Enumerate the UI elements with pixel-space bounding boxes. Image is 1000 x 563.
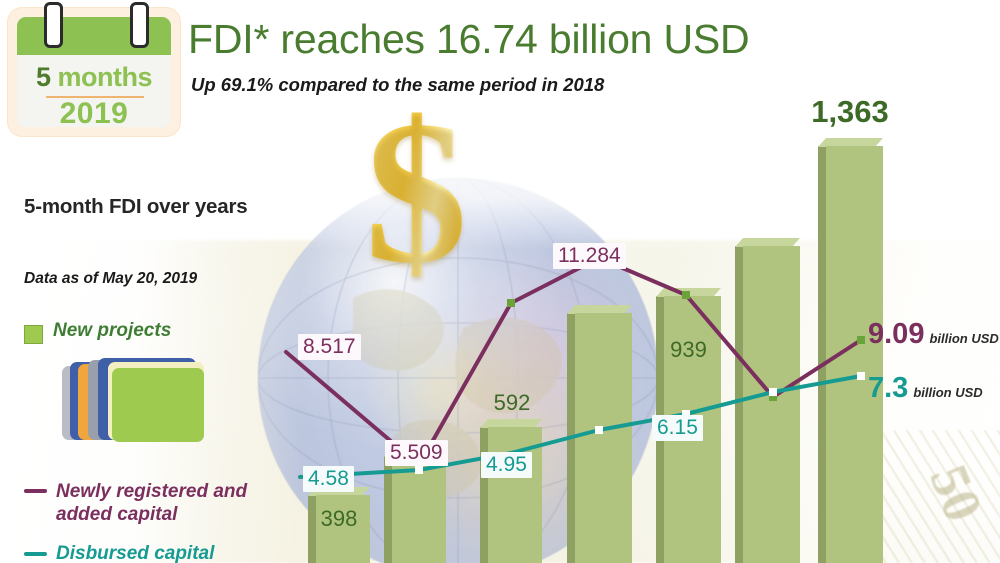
folders-icon [62,354,204,450]
dollar-glyph: $ [365,90,525,295]
legend-label-registered-capital: Newly registered and added capital [56,481,248,526]
calendar-inner [17,17,171,127]
bar-side [480,427,488,563]
bar-face [316,495,370,563]
bar-3 [480,419,542,563]
bar-label-3: 592 [493,390,531,415]
bar-top [567,305,632,314]
dollar-sign-icon: $ [365,90,525,295]
legend-label-disbursed-capital: Disbursed capital [56,543,215,563]
calendar-badge: 5 months 2019 [8,2,180,136]
bar-top [480,419,542,428]
calendar-ring-left-icon [44,2,63,48]
calendar-period-number: 5 [35,62,51,92]
page-title: FDI* reaches 16.74 billion USD [188,16,750,62]
point-label-registered-4: 11.284 [553,243,626,269]
legend-line-swatch-icon [24,552,47,556]
bar-face [575,313,632,563]
calendar-period: 5 months [8,62,180,93]
calendar-body [17,55,171,127]
calendar-divider [46,96,144,98]
end-label-disbursed-value: 7.3 [868,372,909,404]
point-label-disbursed-3: 4.95 [481,452,532,478]
registered-capital-line [284,256,863,467]
bar-label-5: 939 [670,337,707,362]
section-title: 5-month FDI over years [24,195,248,218]
disbursed-capital-markers [415,372,865,474]
point-label-registered-1: 8.517 [298,334,361,360]
bar-side [384,456,392,563]
calendar-year: 2019 [59,97,129,130]
legend-swatch-icon [24,325,43,344]
bar-top [735,238,800,247]
end-label-disbursed-unit: billion USD [913,385,983,400]
bar-side [308,495,316,563]
bar-label-1: 398 [320,506,358,531]
bar-face [743,246,800,563]
calendar-period-unit: months [57,62,153,92]
data-as-of-note: Data as of May 20, 2019 [24,270,198,287]
calendar-ring-right-icon [130,2,149,48]
end-label-registered-capital: 9.09 billion USD [868,318,999,351]
bar-label-7: 1,363 [811,94,889,129]
legend-item-disbursed-capital: Disbursed capital [24,543,214,563]
point-label-registered-2: 5.509 [385,440,448,466]
point-label-disbursed-1: 4.58 [303,466,354,492]
bar-face [488,427,542,563]
end-label-registered-unit: billion USD [929,331,999,346]
bar-top [818,138,883,147]
page-subtitle: Up 69.1% compared to the same period in … [191,74,605,95]
end-label-registered-value: 9.09 [868,318,925,350]
bar-6 [735,238,800,563]
folder-layer [112,368,204,442]
registered-capital-markers [507,291,865,401]
legend-item-registered-capital: Newly registered and added capital [24,480,306,526]
legend-line-swatch-icon [24,489,47,493]
chart-legend: New projects Newly registered and added … [24,320,304,563]
bar-side [818,146,826,563]
end-label-disbursed-capital: 7.3 billion USD [868,372,983,405]
bar-side [735,246,743,563]
legend-label-new-projects: New projects [53,320,172,341]
point-label-disbursed-5: 6.15 [652,415,703,441]
legend-item-new-projects: New projects [24,320,304,344]
